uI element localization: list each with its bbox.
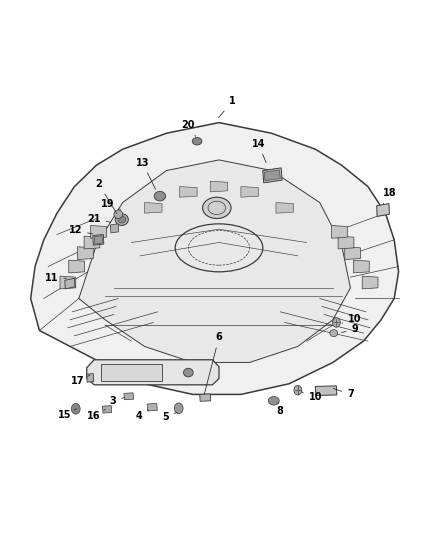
Text: 15: 15	[58, 409, 77, 419]
Text: 5: 5	[162, 412, 177, 422]
Ellipse shape	[115, 214, 128, 225]
Polygon shape	[124, 393, 134, 400]
Text: 14: 14	[252, 139, 266, 163]
Polygon shape	[31, 123, 399, 394]
Ellipse shape	[202, 197, 231, 219]
Text: 11: 11	[45, 273, 67, 283]
Polygon shape	[276, 203, 293, 213]
Text: 6: 6	[205, 333, 223, 394]
Polygon shape	[87, 374, 94, 382]
Polygon shape	[102, 406, 112, 413]
Circle shape	[332, 318, 340, 327]
Polygon shape	[87, 360, 219, 385]
Polygon shape	[338, 236, 354, 249]
Text: 1: 1	[219, 96, 236, 118]
Polygon shape	[200, 394, 211, 401]
Text: 20: 20	[182, 120, 196, 136]
Polygon shape	[210, 181, 228, 192]
Polygon shape	[377, 204, 389, 216]
Ellipse shape	[114, 210, 123, 219]
Text: 18: 18	[383, 188, 397, 204]
Ellipse shape	[192, 138, 202, 145]
Polygon shape	[362, 276, 378, 289]
Polygon shape	[353, 260, 369, 273]
Ellipse shape	[154, 191, 166, 201]
Text: 8: 8	[276, 402, 283, 416]
Text: 2: 2	[95, 179, 117, 214]
Polygon shape	[60, 276, 76, 289]
Polygon shape	[345, 247, 360, 260]
Ellipse shape	[118, 216, 126, 223]
Text: 4: 4	[136, 410, 149, 421]
Text: 13: 13	[136, 158, 155, 189]
Text: 3: 3	[110, 397, 124, 406]
Polygon shape	[241, 187, 258, 197]
Ellipse shape	[330, 329, 338, 337]
Ellipse shape	[268, 397, 279, 405]
Polygon shape	[180, 187, 197, 197]
Polygon shape	[264, 170, 280, 181]
Circle shape	[71, 403, 80, 414]
Circle shape	[294, 385, 302, 395]
Polygon shape	[79, 160, 350, 362]
Text: 12: 12	[69, 225, 93, 235]
Polygon shape	[84, 236, 100, 249]
Text: 19: 19	[101, 199, 120, 209]
Polygon shape	[147, 403, 157, 411]
Polygon shape	[110, 224, 119, 233]
Polygon shape	[263, 168, 282, 183]
Polygon shape	[101, 364, 162, 381]
Polygon shape	[91, 225, 106, 238]
Ellipse shape	[184, 368, 193, 377]
Polygon shape	[145, 203, 162, 213]
Text: 9: 9	[341, 325, 358, 334]
Text: 7: 7	[333, 389, 354, 399]
Polygon shape	[78, 247, 93, 260]
Text: 21: 21	[88, 214, 110, 223]
Text: 10: 10	[342, 314, 361, 324]
Polygon shape	[93, 235, 104, 245]
Polygon shape	[332, 225, 347, 238]
Polygon shape	[94, 236, 102, 244]
Text: 17: 17	[71, 375, 90, 386]
Circle shape	[174, 403, 183, 414]
Text: 10: 10	[301, 392, 322, 402]
Text: 16: 16	[88, 409, 105, 421]
Polygon shape	[315, 386, 337, 395]
Polygon shape	[69, 260, 85, 273]
Polygon shape	[65, 278, 75, 289]
